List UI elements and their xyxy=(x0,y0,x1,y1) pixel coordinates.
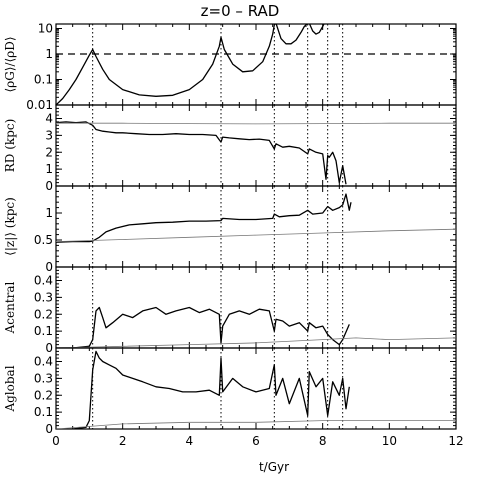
panel-3: 0 0.5 1 ⟨|z|⟩ (kpc) xyxy=(3,185,457,274)
panel-frame xyxy=(55,347,457,430)
x-tick-label: 0 xyxy=(52,434,60,448)
y-tick-label: 0.4 xyxy=(34,355,53,369)
x-axis-label: t/Gyr xyxy=(259,460,289,474)
panel-frame xyxy=(55,104,457,187)
panel-5: 0 0.1 0.2 0.3 0.4 Aglobal xyxy=(3,347,457,436)
y-tick-label: 0.5 xyxy=(34,233,53,247)
y-axis-label: ⟨|z|⟩ (kpc) xyxy=(3,197,17,256)
y-tick-label: 0.3 xyxy=(34,290,53,304)
series-line-thick xyxy=(56,193,352,243)
series-line-thin xyxy=(56,122,456,125)
series-line-thick xyxy=(56,121,347,185)
series-group xyxy=(56,121,456,185)
series-line-thick xyxy=(56,350,350,429)
panel-1: 0.01 0.1 1 10 ⟨ρG⟩/⟨ρD⟩ xyxy=(3,21,457,112)
y-tick-label: 0.1 xyxy=(34,324,53,338)
y-tick-label: 0 xyxy=(45,260,53,274)
figure-title: z=0 – RAD xyxy=(200,2,280,20)
panel-frame xyxy=(55,266,457,349)
x-tick-label: 2 xyxy=(119,434,127,448)
x-tick-label: 8 xyxy=(319,434,327,448)
y-tick-label: 2 xyxy=(45,145,53,159)
y-tick-label: 1 xyxy=(45,162,53,176)
y-tick-label: 1 xyxy=(45,47,53,61)
series-line-thin xyxy=(56,420,456,429)
y-tick-label: 0 xyxy=(45,341,53,355)
y-axis-label: Aglobal xyxy=(3,365,17,412)
x-tick-label: 12 xyxy=(448,434,463,448)
y-tick-label: 0.01 xyxy=(26,98,53,112)
y-tick-label: 4 xyxy=(45,112,53,126)
x-tick-label: 10 xyxy=(382,434,397,448)
x-tick-label: 6 xyxy=(252,434,260,448)
y-axis-label: ⟨ρG⟩/⟨ρD⟩ xyxy=(3,36,17,92)
series-line-thin xyxy=(56,228,456,242)
panels-group: 0.01 0.1 1 10 ⟨ρG⟩/⟨ρD⟩ 0 1 2 3 4 RD (kpc) 0 0.5 1 ⟨|z… xyxy=(3,21,457,436)
y-tick-label: 0.1 xyxy=(34,405,53,419)
y-tick-label: 0 xyxy=(45,179,53,193)
y-tick-label: 0.2 xyxy=(34,307,53,321)
y-tick-label: 3 xyxy=(45,128,53,142)
y-tick-label: 0.3 xyxy=(34,371,53,385)
panel-frame xyxy=(55,185,457,268)
y-tick-label: 10 xyxy=(38,21,53,35)
series-line-thin xyxy=(56,337,456,348)
x-axis: 0 2 4 6 8 10 12 xyxy=(52,434,463,448)
y-axis-label: RD (kpc) xyxy=(3,119,17,173)
series-line-thick xyxy=(56,24,325,105)
y-tick-label: 1 xyxy=(45,206,53,220)
y-tick-label: 0.2 xyxy=(34,388,53,402)
y-tick-label: 0.4 xyxy=(34,274,53,288)
series-group xyxy=(56,350,456,429)
series-group xyxy=(56,193,456,243)
series-group xyxy=(56,306,456,348)
panel-2: 0 1 2 3 4 RD (kpc) xyxy=(3,104,457,193)
panel-frame xyxy=(55,23,457,106)
panel-4: 0 0.1 0.2 0.3 0.4 Acentral xyxy=(3,266,457,355)
y-tick-label: 0 xyxy=(45,422,53,436)
series-line-thick xyxy=(56,306,350,348)
y-tick-label: 0.1 xyxy=(34,72,53,86)
x-tick-label: 4 xyxy=(186,434,194,448)
series-group xyxy=(56,24,325,105)
y-axis-label: Acentral xyxy=(3,281,17,334)
